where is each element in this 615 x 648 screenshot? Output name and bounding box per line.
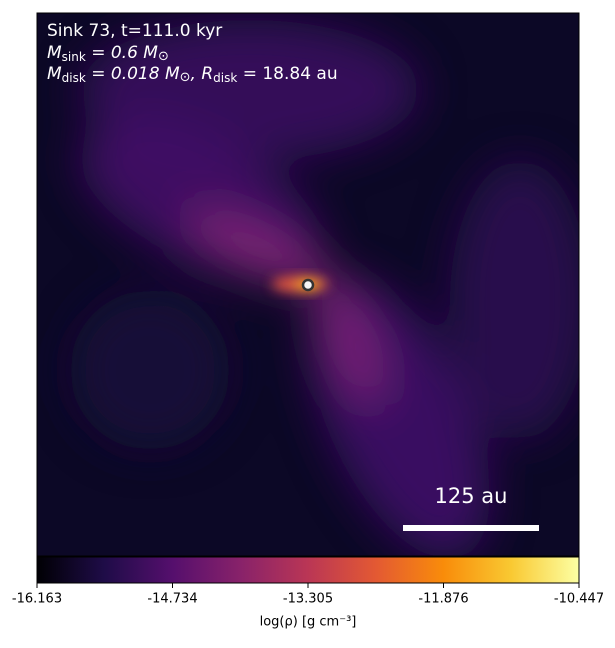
annotation-part: M — [47, 43, 62, 63]
x-tick-label: -11.876 — [418, 592, 468, 607]
density-map — [37, 13, 579, 556]
subscript: disk — [62, 71, 86, 85]
sink-marker — [301, 278, 315, 292]
annotation: Msink = 0.6 M⊙ — [47, 43, 169, 64]
annotation: Mdisk = 0.018 M⊙, Rdisk = 18.84 au — [47, 64, 338, 85]
x-tick-label: -16.163 — [12, 592, 62, 607]
annotation-part: M — [47, 64, 62, 84]
subscript: disk — [213, 71, 237, 85]
annotation-part: = 0.6 M — [86, 43, 158, 63]
colorbar-label: log(ρ) [g cm⁻³] — [260, 615, 357, 630]
axes-frame — [36, 12, 580, 557]
x-tick-label: -14.734 — [147, 592, 197, 607]
scale-bar-label: 125 au — [435, 484, 508, 508]
x-tick-label: -13.305 — [283, 592, 333, 607]
scale-bar — [403, 525, 539, 531]
annotation-part: ⊙ — [180, 70, 191, 85]
x-tick-label: -10.447 — [554, 592, 604, 607]
annotation-part: , R — [191, 64, 214, 84]
subscript: sink — [62, 50, 86, 64]
title: Sink 73, t=111.0 kyr — [47, 21, 222, 41]
annotation-part: ⊙ — [158, 49, 169, 64]
annotation-part: = 0.018 M — [86, 64, 180, 84]
colorbar — [36, 556, 580, 584]
annotations: Msink = 0.6 M⊙Mdisk = 0.018 M⊙, Rdisk = … — [47, 43, 338, 85]
annotation-part: = 18.84 au — [237, 64, 337, 84]
